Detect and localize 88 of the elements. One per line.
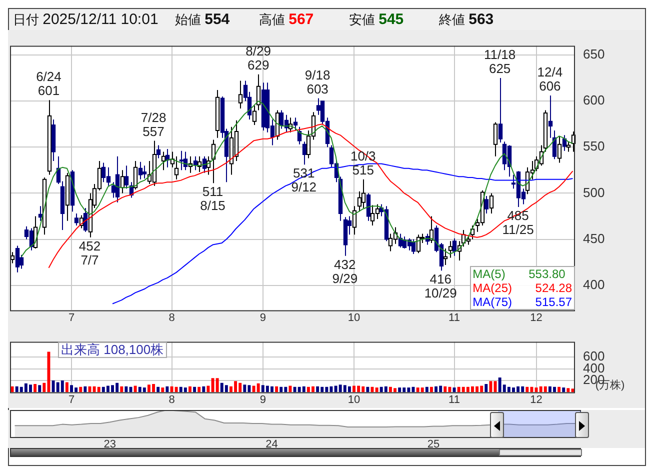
- bar: [120, 386, 124, 392]
- y-tick-label: 600: [583, 92, 605, 108]
- x-tick-label: 24: [266, 438, 278, 451]
- bar: [193, 386, 196, 392]
- bar: [366, 386, 370, 392]
- y-tick-label: 500: [583, 184, 605, 200]
- annotation: 416 10/29: [424, 272, 457, 301]
- x-tick-label: 23: [104, 438, 116, 451]
- bar: [384, 386, 388, 392]
- text: 日付 2025/12/11 10:01: [13, 11, 158, 28]
- bar: [79, 386, 82, 392]
- bar: [316, 386, 320, 392]
- bar: [97, 386, 100, 392]
- bar: [216, 378, 219, 392]
- x-tick-label: 9: [260, 312, 266, 324]
- annotation: 6/24 601: [36, 69, 62, 98]
- bar: [430, 386, 433, 392]
- bar: [206, 386, 210, 392]
- bar: [38, 385, 42, 392]
- annotation: 7/28 557: [140, 110, 166, 139]
- bar: [60, 380, 64, 392]
- bar: [10, 386, 14, 392]
- text: MA(5) 553.80: [472, 267, 566, 282]
- x-tick-label: 25: [427, 438, 440, 451]
- annotation: 出来高 108,100株: [58, 342, 167, 358]
- bar: [566, 388, 570, 392]
- bar: [275, 386, 278, 392]
- bar: [434, 386, 438, 392]
- x-tick-label: 12: [530, 394, 542, 406]
- text: MA(75) 515.57: [472, 295, 572, 310]
- bar: [348, 386, 351, 392]
- bar: [124, 386, 128, 392]
- x-tick-label: 7: [68, 312, 75, 324]
- bar: [134, 386, 137, 392]
- bar: [65, 382, 68, 392]
- text: 高値 567: [259, 11, 314, 28]
- bar: [484, 384, 488, 392]
- bar: [34, 384, 37, 392]
- bar: [256, 383, 260, 392]
- bar: [562, 388, 566, 392]
- bar: [425, 386, 428, 392]
- x-tick-label: 11: [448, 394, 460, 406]
- x-tick-label: 10: [348, 312, 360, 324]
- annotation: 12/4 606: [537, 64, 563, 94]
- annotation: 452 7/7: [78, 238, 101, 268]
- bar: [398, 388, 402, 392]
- bar: [198, 386, 201, 392]
- annotation: 432 9/29: [332, 256, 358, 286]
- text: 安値 545: [349, 11, 404, 28]
- x-tick-label: 11: [448, 312, 460, 324]
- bar: [161, 388, 164, 392]
- bar: [184, 388, 187, 392]
- bar: [302, 386, 306, 392]
- x-tick-label: 12: [530, 312, 542, 324]
- bar: [280, 386, 283, 392]
- x-tick-label: 10: [348, 394, 360, 406]
- y-tick-label: 400: [583, 276, 605, 292]
- text: MA(25) 524.28: [472, 281, 572, 296]
- y-tick-label: 650: [583, 46, 605, 62]
- bar: [202, 386, 206, 392]
- bar: [84, 386, 87, 392]
- bar: [558, 386, 561, 392]
- bar: [243, 384, 246, 392]
- annotation: 511 8/15: [200, 184, 226, 214]
- x-tick-label: 7: [68, 394, 75, 406]
- annotation: 11/18 625: [484, 47, 516, 76]
- x-tick-label: 8: [168, 394, 175, 406]
- y-tick-label: 550: [583, 138, 605, 154]
- bar: [489, 381, 492, 392]
- bar: [526, 386, 529, 392]
- bar: [375, 388, 378, 392]
- bar: [288, 386, 292, 392]
- annotation: 9/18 603: [304, 67, 330, 96]
- bar: [444, 386, 447, 392]
- bar: [174, 386, 178, 392]
- bar: [156, 386, 160, 392]
- y-tick-label: 450: [583, 230, 605, 246]
- text: 終値 563: [439, 11, 494, 28]
- bar: [166, 386, 169, 392]
- text: 始値 554: [175, 11, 230, 28]
- bar: [142, 388, 146, 392]
- x-tick-label: 8: [168, 312, 175, 324]
- bar: [224, 385, 228, 392]
- bar: [420, 388, 424, 392]
- x-tick-label: 9: [260, 394, 266, 406]
- bar: [188, 386, 192, 392]
- annotation: 8/29 629: [246, 43, 271, 72]
- bar: [544, 386, 547, 392]
